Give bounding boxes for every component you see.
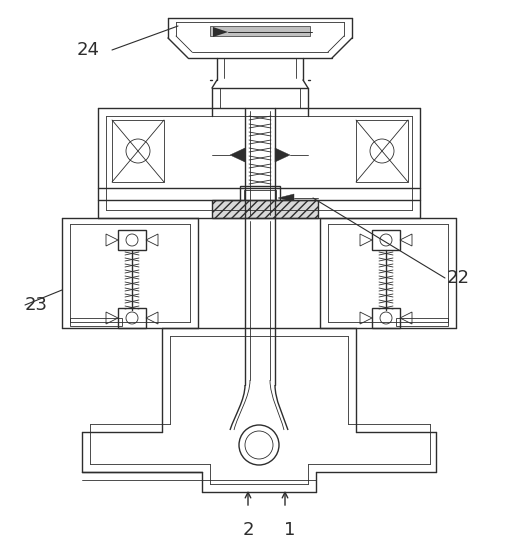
Text: 1: 1 xyxy=(284,521,296,539)
Polygon shape xyxy=(213,27,228,37)
Text: 23: 23 xyxy=(25,296,48,314)
Bar xyxy=(372,308,400,328)
Bar xyxy=(244,190,276,206)
Bar xyxy=(212,200,318,218)
Bar xyxy=(210,26,310,36)
Bar xyxy=(356,120,408,182)
Text: 2: 2 xyxy=(242,521,254,539)
Bar xyxy=(396,318,448,326)
Text: 24: 24 xyxy=(77,41,99,59)
Bar xyxy=(118,230,146,250)
Bar xyxy=(112,120,164,182)
Polygon shape xyxy=(230,148,245,162)
Bar xyxy=(372,230,400,250)
Bar xyxy=(70,318,122,326)
Polygon shape xyxy=(278,194,294,202)
Bar xyxy=(118,308,146,328)
Bar xyxy=(240,186,280,210)
Polygon shape xyxy=(275,148,290,162)
Text: 22: 22 xyxy=(447,269,470,287)
